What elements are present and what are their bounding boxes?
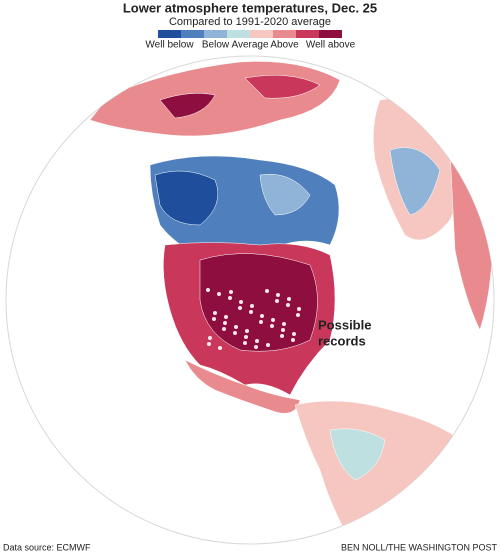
record-dot bbox=[249, 310, 253, 314]
record-dot bbox=[276, 293, 280, 297]
record-dot bbox=[260, 314, 264, 318]
legend-label: Well above bbox=[306, 40, 356, 51]
record-dot bbox=[292, 332, 296, 336]
record-dot bbox=[207, 342, 211, 346]
record-dot bbox=[223, 321, 227, 325]
legend-swatch bbox=[181, 30, 204, 38]
record-dot bbox=[208, 336, 212, 340]
annotation-line: Possible bbox=[318, 317, 371, 332]
record-dot bbox=[222, 327, 226, 331]
legend-label: Well below bbox=[145, 40, 194, 51]
record-dot bbox=[282, 322, 286, 326]
record-dot bbox=[238, 306, 242, 310]
record-dot bbox=[271, 318, 275, 322]
record-dot bbox=[291, 338, 295, 342]
legend-swatch bbox=[296, 30, 319, 38]
land bbox=[89, 61, 493, 541]
record-dot bbox=[217, 292, 221, 296]
source: Data source: ECMWF bbox=[3, 542, 91, 552]
record-dot bbox=[239, 300, 243, 304]
record-dot bbox=[245, 329, 249, 333]
record-dot bbox=[296, 313, 300, 317]
legend: Well below Below Average Above Well above bbox=[145, 30, 356, 51]
legend-swatch bbox=[319, 30, 342, 38]
record-dot bbox=[224, 315, 228, 319]
record-dot bbox=[213, 311, 217, 315]
legend-label: Average bbox=[231, 40, 269, 51]
legend-label: Below bbox=[202, 40, 230, 51]
record-dot bbox=[287, 297, 291, 301]
record-dot bbox=[270, 324, 274, 328]
record-dot bbox=[265, 289, 269, 293]
legend-swatch bbox=[158, 30, 181, 38]
legend-swatch bbox=[204, 30, 227, 38]
record-dots bbox=[206, 288, 301, 350]
record-dot bbox=[255, 339, 259, 343]
subtitle: Compared to 1991-2020 average bbox=[169, 16, 331, 28]
record-dot bbox=[244, 335, 248, 339]
record-dot bbox=[229, 290, 233, 294]
record-dot bbox=[234, 325, 238, 329]
record-dot bbox=[250, 304, 254, 308]
record-dot bbox=[259, 320, 263, 324]
record-dot bbox=[218, 346, 222, 350]
title: Lower atmosphere temperatures, Dec. 25 bbox=[123, 0, 377, 15]
record-dot bbox=[243, 341, 247, 345]
record-dot bbox=[212, 317, 216, 321]
legend-swatch bbox=[250, 30, 273, 38]
record-dot bbox=[275, 299, 279, 303]
record-dot bbox=[280, 334, 284, 338]
credit: BEN NOLL/THE WASHINGTON POST bbox=[341, 542, 498, 552]
annotation-line: records bbox=[318, 333, 366, 348]
legend-label: Above bbox=[270, 40, 299, 51]
record-dot bbox=[233, 331, 237, 335]
record-dot bbox=[266, 343, 270, 347]
record-dot bbox=[286, 303, 290, 307]
record-dot bbox=[228, 296, 232, 300]
record-dot bbox=[297, 307, 301, 311]
legend-swatch bbox=[227, 30, 250, 38]
record-dot bbox=[206, 288, 210, 292]
record-dot bbox=[254, 345, 258, 349]
legend-swatch bbox=[273, 30, 296, 38]
record-dot bbox=[281, 328, 285, 332]
